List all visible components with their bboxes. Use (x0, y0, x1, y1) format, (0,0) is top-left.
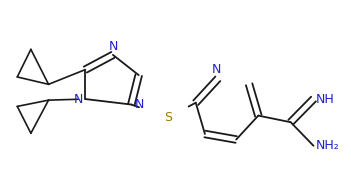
Text: N: N (74, 93, 83, 106)
Text: NH₂: NH₂ (315, 139, 339, 152)
Text: S: S (164, 111, 172, 124)
Text: N: N (211, 63, 221, 76)
Text: N: N (134, 98, 144, 111)
Text: NH: NH (315, 93, 334, 106)
Text: N: N (108, 40, 118, 53)
